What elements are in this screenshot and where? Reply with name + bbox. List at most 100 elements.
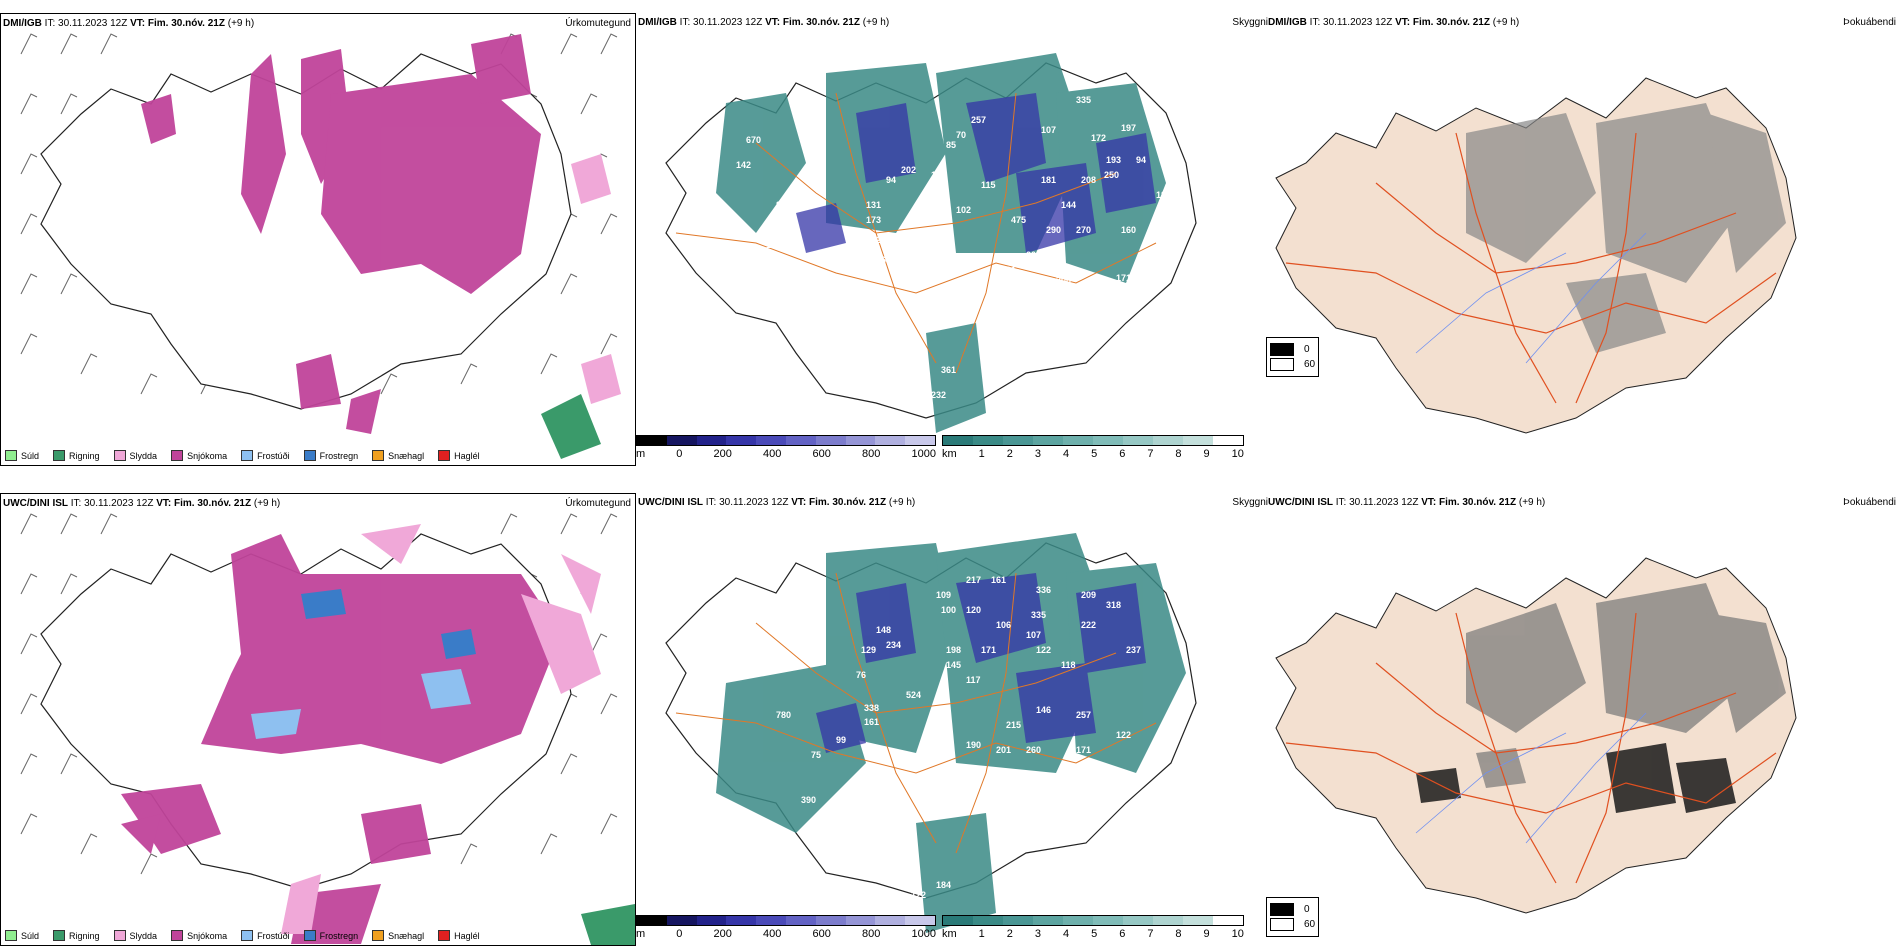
cloudbase-label: 201 bbox=[1026, 250, 1041, 260]
panel-product-title: Þokuábendi bbox=[1843, 497, 1896, 508]
cloudbase-label: 232 bbox=[931, 390, 946, 400]
colorbar-segment bbox=[1003, 436, 1033, 445]
cloudbase-labels: 670 142 88 103 92 131 173 292 160 84 202… bbox=[736, 95, 1186, 435]
cloudbase-label: 109 bbox=[936, 590, 951, 600]
colorbar-segment bbox=[726, 436, 757, 445]
cloudbase-label: 257 bbox=[1076, 710, 1091, 720]
fog-indicator-map-panel-dmi: DMI/IGB IT: 30.11.2023 12Z VT: Fim. 30.n… bbox=[1266, 13, 1900, 464]
cloudbase-label: 171 bbox=[981, 645, 996, 655]
fog-indicator-map bbox=[1275, 77, 1797, 434]
rain-areas bbox=[581, 904, 635, 945]
cloudbase-label: 107 bbox=[1041, 125, 1056, 135]
legend-item-hail: Haglél bbox=[438, 930, 480, 941]
colorbar-segment bbox=[1033, 916, 1063, 925]
cloudbase-label: 120 bbox=[966, 605, 981, 615]
cloudbase-label: 361 bbox=[941, 365, 956, 375]
cloudbase-label: 103 bbox=[766, 240, 781, 250]
sleet-areas bbox=[571, 154, 621, 404]
cloudbase-labels: 109 217 161 336 209 318 100 120 106 335 … bbox=[776, 575, 1141, 900]
legend-item-snow: Snjókoma bbox=[171, 930, 227, 941]
cloudbase-label: 160 bbox=[1121, 225, 1136, 235]
colorbar-segment bbox=[1213, 436, 1243, 445]
cloudbase-label: 208 bbox=[1081, 175, 1096, 185]
cloudbase-label: 94 bbox=[1136, 155, 1146, 165]
colorbar-segment bbox=[1093, 436, 1123, 445]
colorbar-segment bbox=[1183, 916, 1213, 925]
cloudbase-label: 233 bbox=[1036, 295, 1051, 305]
legend-item-freezing-drizzle: Frostúði bbox=[241, 930, 290, 941]
cloudbase-label: 198 bbox=[946, 645, 961, 655]
cloudbase-label: 122 bbox=[911, 890, 926, 900]
cloudbase-label: 122 bbox=[1116, 730, 1131, 740]
colorbar-segment bbox=[1123, 436, 1153, 445]
cloudbase-label: 131 bbox=[866, 200, 881, 210]
cloudbase-label: 536 bbox=[1171, 175, 1186, 185]
precip-legend: Súld Rigning Slydda Snjókoma Frostúði Fr… bbox=[5, 930, 480, 941]
cloudbase-label: 292 bbox=[876, 235, 891, 245]
colorbar-segment bbox=[1063, 436, 1093, 445]
freezing-rain-areas bbox=[301, 589, 476, 659]
cloudbase-label: 129 bbox=[861, 645, 876, 655]
cloudbase-label: 161 bbox=[991, 575, 1006, 585]
fog-areas bbox=[1466, 583, 1786, 788]
cloudbase-label: 181 bbox=[1041, 175, 1056, 185]
colorbar-segment bbox=[1123, 916, 1153, 925]
cloudbase-label: 338 bbox=[864, 703, 879, 713]
cloudbase-label: 290 bbox=[1046, 225, 1061, 235]
legend-item-drizzle: Súld bbox=[5, 930, 39, 941]
cloudbase-label: 99 bbox=[836, 735, 846, 745]
cloudbase-label: 173 bbox=[866, 215, 881, 225]
visibility-colorbar-bars bbox=[942, 435, 1244, 446]
colorbar-segment bbox=[845, 436, 876, 445]
colorbar-segment bbox=[696, 436, 727, 445]
cloudbase-label: 84 bbox=[861, 265, 871, 275]
rivers bbox=[1415, 232, 1647, 364]
colorbar-segment bbox=[973, 436, 1003, 445]
cloudbase-label: 144 bbox=[1061, 200, 1076, 210]
cloudbase-label: 171 bbox=[1076, 745, 1091, 755]
panel-title: UWC/DINI ISL IT: 30.11.2023 12Z VT: Fim.… bbox=[638, 497, 916, 508]
colorbar-segment bbox=[1153, 436, 1183, 445]
panel-title: DMI/IGB IT: 30.11.2023 12Z VT: Fim. 30.n… bbox=[3, 18, 255, 29]
colorbar-segment bbox=[756, 916, 786, 925]
cloudbase-label: 250 bbox=[1104, 170, 1119, 180]
cloudbase-label: 780 bbox=[776, 710, 791, 720]
cloudbase-label: 197 bbox=[1121, 123, 1136, 133]
colorbar-segment bbox=[666, 436, 697, 445]
cloudbase-label: 193 bbox=[1106, 155, 1121, 165]
fog-indicator-map-panel-uwc: UWC/DINI ISL IT: 30.11.2023 12Z VT: Fim.… bbox=[1266, 493, 1900, 944]
cloudbase-label: 180 bbox=[1156, 190, 1171, 200]
visibility-colorbar: km 1 2 3 4 5 6 7 8 9 10 bbox=[942, 435, 1244, 460]
panel-title: DMI/IGB IT: 30.11.2023 12Z VT: Fim. 30.n… bbox=[638, 17, 890, 28]
cloudbase-label: 202 bbox=[901, 165, 916, 175]
visibility-map-panel-dmi: DMI/IGB IT: 30.11.2023 12Z VT: Fim. 30.n… bbox=[636, 13, 1268, 464]
cloudbase-ticks: m 0 200 400 600 800 1000 bbox=[636, 928, 936, 940]
cloudbase-label: 84 bbox=[996, 425, 1006, 435]
colorbar-segment bbox=[1213, 916, 1243, 925]
cloudbase-label: 122 bbox=[931, 170, 946, 180]
roads bbox=[675, 572, 1157, 854]
cloudbase-label: 390 bbox=[801, 795, 816, 805]
colorbar-segment bbox=[1003, 916, 1033, 925]
panel-title: UWC/DINI ISL IT: 30.11.2023 12Z VT: Fim.… bbox=[3, 498, 281, 509]
cloudbase-colorbar-bars bbox=[636, 435, 936, 446]
cloudbase-label: 201 bbox=[996, 745, 1011, 755]
cloudbase-label: 158 bbox=[1166, 235, 1181, 245]
colorbar-segment bbox=[845, 916, 876, 925]
legend-item-sleet: Slydda bbox=[113, 450, 157, 461]
precip-legend: Súld Rigning Slydda Snjókoma Frostúði Fr… bbox=[5, 450, 480, 461]
colorbar-segment bbox=[666, 916, 697, 925]
colorbar-segment bbox=[815, 916, 846, 925]
visibility-ticks: km 1 2 3 4 5 6 7 8 9 10 bbox=[942, 928, 1244, 940]
panel-product-title: Úrkomutegund bbox=[565, 18, 631, 29]
colorbar-segment bbox=[756, 436, 786, 445]
colorbar-segment bbox=[785, 436, 816, 445]
cloudbase-label: 222 bbox=[1081, 620, 1096, 630]
colorbar-segment bbox=[943, 916, 973, 925]
cloudbase-label: 318 bbox=[1106, 600, 1121, 610]
cloudbase-label: 260 bbox=[1026, 745, 1041, 755]
colorbar-segment bbox=[637, 916, 667, 925]
cloudbase-label: 234 bbox=[886, 640, 901, 650]
legend-item-rain: Rigning bbox=[53, 930, 100, 941]
precip-type-map-panel-uwc: UWC/DINI ISL IT: 30.11.2023 12Z VT: Fim.… bbox=[0, 493, 636, 946]
